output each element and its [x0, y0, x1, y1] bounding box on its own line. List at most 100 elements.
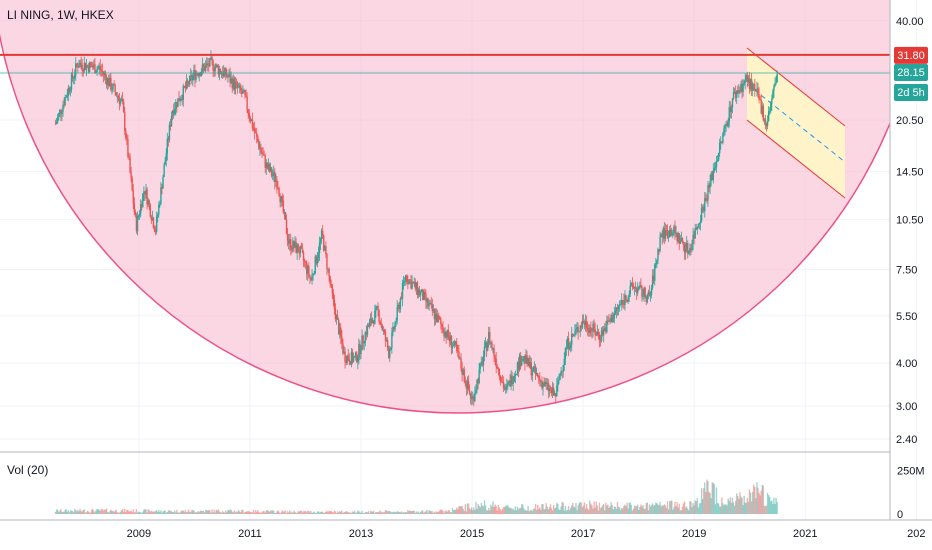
candle-body — [435, 314, 438, 323]
candle-body — [527, 357, 529, 365]
volume-bar — [698, 503, 701, 514]
volume-bar — [324, 512, 326, 514]
volume-bar — [683, 501, 686, 514]
candle-body — [501, 381, 504, 383]
candle-body — [510, 375, 512, 387]
candle-body — [218, 69, 221, 75]
candle-body — [767, 111, 770, 122]
candle-body — [392, 326, 394, 333]
volume-bar — [91, 509, 93, 514]
volume-bar — [351, 511, 354, 514]
candle-body — [712, 170, 715, 181]
candle-body — [254, 132, 257, 134]
volume-bar — [267, 510, 270, 514]
volume-bar — [755, 498, 757, 514]
candle-body — [694, 228, 696, 239]
volume-bar — [392, 512, 394, 514]
volume-bar — [496, 510, 498, 514]
volume-bar — [363, 513, 365, 514]
volume-bar — [323, 512, 325, 514]
candle-body — [458, 351, 460, 359]
candle-body — [715, 160, 718, 168]
volume-bar — [499, 509, 502, 514]
volume-bar — [171, 512, 174, 514]
candle-body — [309, 275, 311, 278]
volume-bar — [747, 501, 750, 514]
candle-body — [525, 355, 527, 363]
candle-body — [80, 62, 82, 65]
candle-body — [672, 232, 674, 235]
volume-bar — [399, 512, 402, 514]
time-tick-label: 2015 — [460, 528, 484, 540]
candle-body — [149, 204, 151, 217]
volume-bar — [696, 498, 699, 514]
volume-bar — [129, 511, 131, 514]
candle-body — [96, 68, 98, 72]
candle-body — [507, 382, 509, 385]
candle-body — [202, 64, 205, 67]
volume-bar — [104, 509, 107, 514]
volume-bar — [108, 512, 110, 514]
candle-body — [424, 292, 426, 294]
candle-body — [228, 74, 230, 77]
volume-bar — [328, 510, 330, 514]
volume-bar — [118, 512, 121, 514]
candle-body — [88, 62, 91, 72]
volume-bar — [657, 504, 659, 514]
volume-bar — [382, 512, 385, 514]
volume-bar — [67, 510, 70, 514]
volume-bar — [501, 509, 504, 514]
volume-bar — [406, 512, 408, 514]
volume-bar — [590, 503, 592, 514]
candle-body — [482, 356, 485, 366]
volume-bar — [402, 512, 405, 514]
candle-body — [127, 139, 129, 158]
volume-bar — [594, 507, 596, 514]
candle-body — [685, 242, 688, 250]
candle-body — [400, 298, 403, 300]
volume-bar — [519, 507, 522, 514]
candle-body — [643, 287, 645, 296]
volume-bar — [565, 510, 568, 514]
volume-bar — [439, 510, 441, 514]
candle-body — [488, 332, 490, 343]
volume-bar — [286, 511, 289, 514]
candle-body — [58, 113, 60, 117]
candle-body — [282, 200, 285, 213]
candle-body — [655, 263, 657, 265]
candle-body — [384, 331, 387, 341]
volume-bar — [232, 512, 234, 514]
candle-body — [498, 368, 501, 377]
candle-body — [563, 358, 565, 366]
volume-bar — [316, 511, 319, 514]
candle-body — [361, 335, 363, 351]
candle-body — [665, 230, 668, 231]
volume-bar — [509, 507, 511, 514]
volume-bar — [225, 510, 227, 514]
candle-body — [337, 319, 340, 335]
volume-bar — [262, 511, 264, 514]
price-tick-label: 7.50 — [896, 265, 917, 277]
candle-body — [573, 334, 575, 336]
price-tick-label: 4.00 — [896, 358, 917, 370]
candle-body — [285, 219, 288, 234]
candle-body — [332, 293, 335, 300]
volume-bar — [121, 508, 124, 514]
volume-bar — [597, 510, 600, 514]
volume-bar — [130, 510, 132, 514]
volume-bar — [427, 512, 429, 514]
volume-bar — [695, 501, 697, 514]
volume-bar — [124, 508, 126, 514]
candle-body — [133, 203, 136, 212]
volume-bar — [395, 512, 397, 514]
candle-body — [683, 244, 686, 253]
volume-bar — [365, 511, 368, 514]
volume-bar — [432, 512, 435, 514]
volume-bar — [254, 510, 257, 514]
candle-body — [728, 106, 730, 122]
candle-body — [479, 363, 481, 370]
volume-bar — [745, 502, 747, 514]
candle-body — [486, 342, 489, 351]
candle-body — [198, 72, 200, 77]
